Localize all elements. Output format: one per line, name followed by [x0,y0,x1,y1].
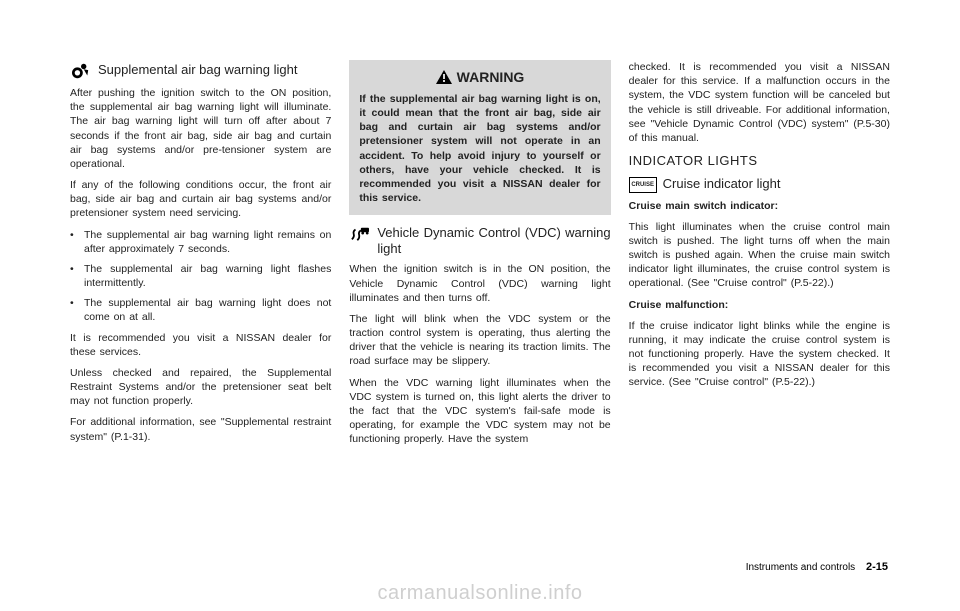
airbag-bullet-1: • The supplemental air bag warning light… [70,228,331,256]
airbag-p5: For additional information, see "Supplem… [70,415,331,443]
watermark: carmanualsonline.info [0,582,960,605]
cruise-sub2: Cruise malfunction: [629,298,890,312]
page-footer: Instruments and controls 2-15 [746,561,888,573]
bullet-dot: • [70,296,84,324]
cruise-title: Cruise indicator light [663,176,781,192]
airbag-heading: Supplemental air bag warning light [70,62,331,80]
cruise-sub1: Cruise main switch indicator: [629,199,890,213]
vdc-skid-icon [349,225,371,243]
vdc-p1: When the ignition switch is in the ON po… [349,262,610,305]
indicator-lights-heading: INDICATOR LIGHTS [629,152,890,170]
cruise-icon: CRUISE [629,177,657,193]
vdc-p3: When the VDC warning light illuminates w… [349,376,610,447]
footer-page-number: 2-15 [866,561,888,573]
airbag-title: Supplemental air bag warning light [98,62,297,78]
bullet-dot: • [70,228,84,256]
airbag-p4: Unless checked and repaired, the Supplem… [70,366,331,409]
warning-box: WARNING If the supplemental air bag warn… [349,60,610,215]
page-content: Supplemental air bag warning light After… [0,0,960,474]
column-1: Supplemental air bag warning light After… [70,60,331,454]
vdc-heading: Vehicle Dynamic Control (VDC) warning li… [349,225,610,256]
warning-label: WARNING [457,68,525,87]
airbag-icon [70,62,92,80]
airbag-bullet-2: • The supplemental air bag warning light… [70,262,331,290]
cruise-heading: CRUISE Cruise indicator light [629,176,890,193]
airbag-bullet-3: • The supplemental air bag warning light… [70,296,331,324]
vdc-title: Vehicle Dynamic Control (VDC) warning li… [377,225,610,256]
airbag-p3: It is recommended you visit a NISSAN dea… [70,331,331,359]
bullet-dot: • [70,262,84,290]
footer-section: Instruments and controls [746,562,856,573]
warning-heading: WARNING [359,68,600,87]
vdc-continuation: checked. It is recommended you visit a N… [629,60,890,145]
vdc-p2: The light will blink when the VDC system… [349,312,610,369]
airbag-p2: If any of the following conditions occur… [70,178,331,221]
cruise-p1: This light illuminates when the cruise c… [629,220,890,291]
column-2: WARNING If the supplemental air bag warn… [349,60,610,454]
cruise-p2: If the cruise indicator light blinks whi… [629,319,890,390]
column-3: checked. It is recommended you visit a N… [629,60,890,454]
airbag-p1: After pushing the ignition switch to the… [70,86,331,171]
warning-triangle-icon [436,70,452,84]
warning-body: If the supplemental air bag warning ligh… [359,92,600,205]
